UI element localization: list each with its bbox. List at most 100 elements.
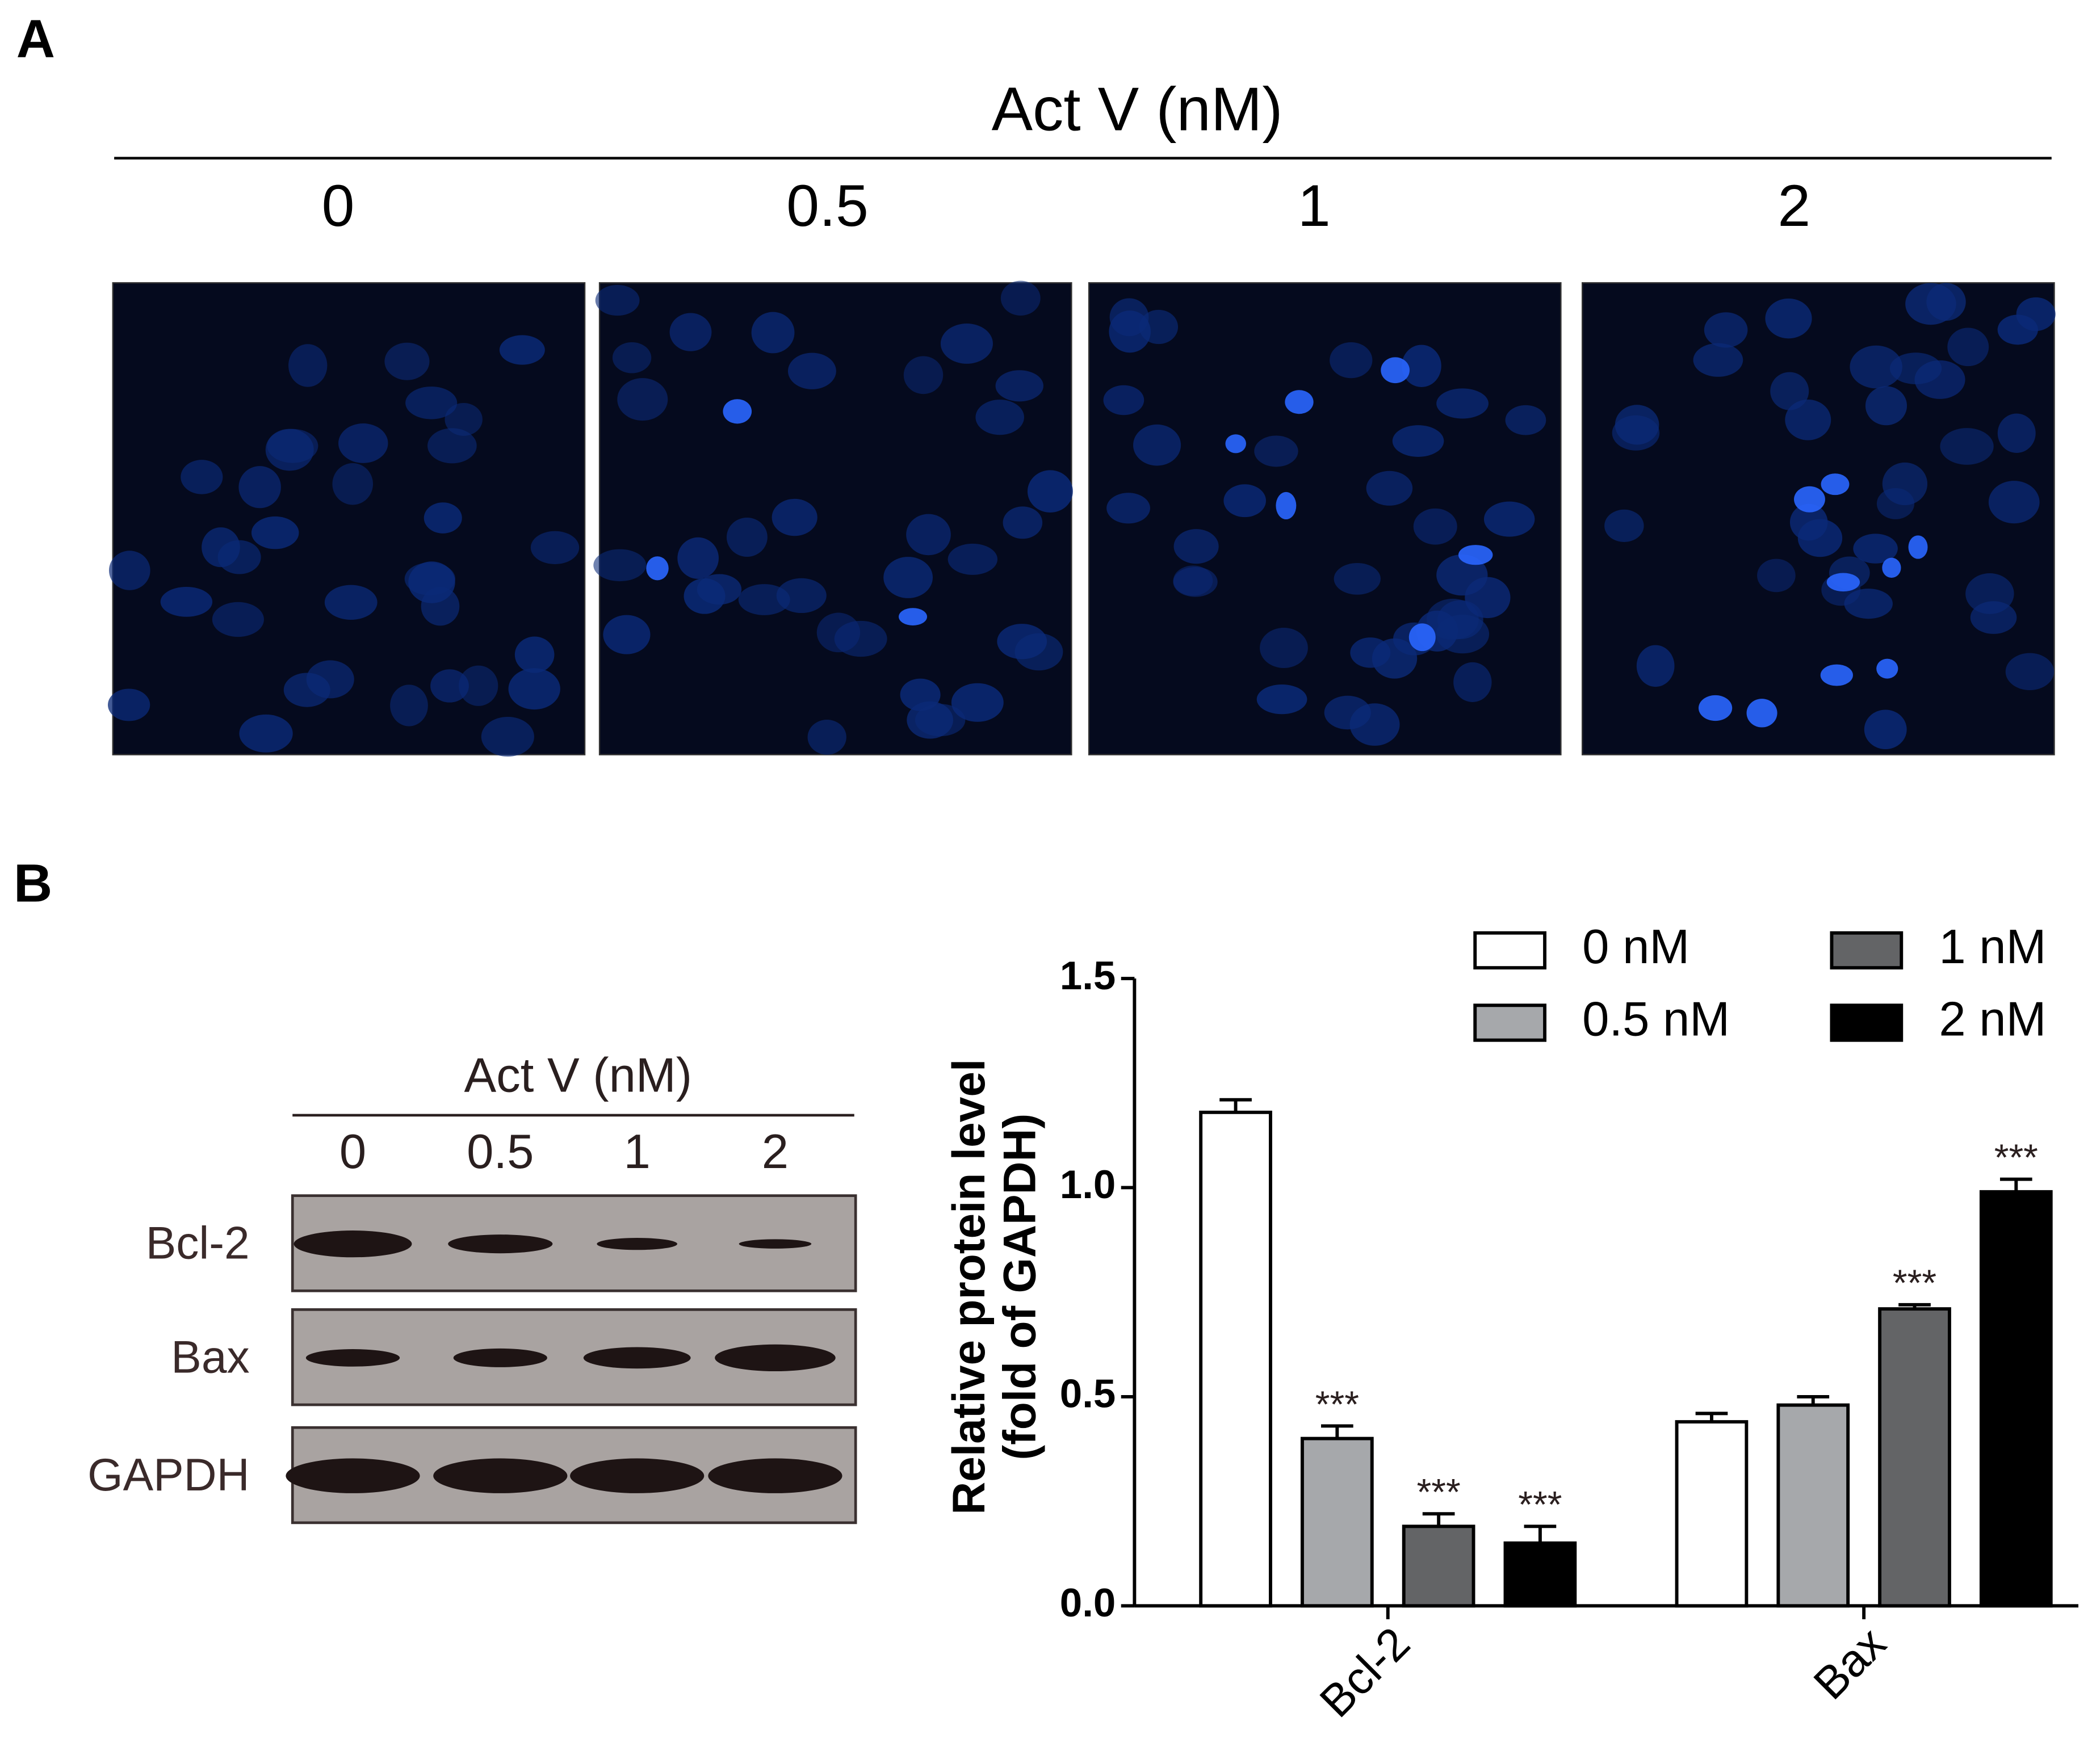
panel-label: A	[16, 9, 55, 69]
image-frame	[598, 282, 1072, 755]
nucleus	[160, 586, 213, 617]
bright-nucleus	[899, 608, 928, 625]
nucleus	[1615, 405, 1659, 445]
nucleus	[1103, 385, 1144, 415]
bright-nucleus	[646, 556, 669, 581]
nucleus	[1436, 615, 1490, 654]
nucleus	[108, 551, 150, 590]
legend-label: 1 nM	[1939, 920, 2046, 974]
nucleus	[1413, 508, 1457, 545]
legend-swatch	[1473, 931, 1547, 970]
nucleus	[1260, 628, 1308, 669]
legend-swatch	[1830, 1003, 1904, 1042]
nucleus	[238, 466, 281, 509]
nucleus	[1014, 633, 1063, 671]
significance: ***	[1994, 1137, 2038, 1179]
nucleus	[2005, 653, 2055, 691]
nucleus	[995, 370, 1043, 402]
legend-label: 0 nM	[1582, 920, 1689, 974]
nucleus	[212, 602, 264, 637]
nucleus	[1173, 529, 1219, 564]
band	[570, 1458, 705, 1493]
y-tick-label: 1.0	[1060, 1162, 1116, 1207]
nucleus	[1988, 481, 2040, 524]
bright-nucleus	[723, 399, 752, 424]
blot-column-label: 0.5	[467, 1125, 534, 1179]
nucleus	[1003, 506, 1043, 539]
band	[453, 1348, 547, 1367]
bar	[1878, 1307, 1951, 1608]
nucleus	[603, 615, 651, 654]
bright-nucleus	[1225, 434, 1246, 453]
column-label: 2	[1777, 173, 1810, 239]
nucleus	[1505, 405, 1546, 435]
nucleus	[1765, 298, 1812, 339]
nucleus	[445, 403, 483, 436]
nucleus	[288, 344, 328, 387]
nucleus	[1133, 424, 1181, 466]
significance: ***	[1417, 1472, 1461, 1514]
y-axis-label: (fold of GAPDH)	[995, 1114, 1046, 1460]
nucleus	[508, 668, 560, 710]
significance: ***	[1518, 1484, 1562, 1526]
nucleus	[390, 684, 428, 726]
nucleus	[1436, 388, 1489, 419]
nucleus	[1693, 343, 1743, 377]
bar	[1776, 1403, 1850, 1608]
column-label: 0	[322, 173, 355, 239]
nucleus	[332, 463, 374, 505]
bar-chart: 0.0 0.5 1.0 1.5 Relative protein level (fold …	[944, 920, 2079, 1727]
bright-nucleus	[1408, 623, 1436, 652]
legend-swatch	[1830, 931, 1904, 970]
nucleus	[405, 387, 458, 419]
nucleus	[593, 549, 647, 582]
bright-nucleus	[1826, 573, 1860, 592]
significance: ***	[1893, 1262, 1936, 1304]
nucleus	[975, 400, 1024, 435]
legend-swatch	[1473, 1003, 1547, 1042]
nucleus	[1789, 503, 1828, 541]
band	[739, 1239, 812, 1249]
nucleus	[324, 585, 378, 620]
bright-nucleus	[1794, 486, 1825, 513]
bar	[1675, 1420, 1749, 1608]
nucleus	[1757, 558, 1796, 593]
bar	[1300, 1437, 1374, 1608]
y-tick-label: 1.5	[1060, 954, 1116, 998]
blot-column-label: 1	[624, 1125, 651, 1179]
nucleus	[1402, 345, 1441, 387]
nucleus	[1392, 425, 1444, 457]
nucleus	[514, 636, 555, 673]
nucleus	[776, 578, 827, 614]
nucleus	[1850, 345, 1902, 389]
bright-nucleus	[1285, 390, 1314, 414]
nucleus	[1770, 372, 1809, 410]
nucleus	[883, 557, 933, 598]
blot-column-label: 2	[762, 1125, 789, 1179]
nucleus	[1256, 684, 1307, 715]
bright-nucleus	[1276, 492, 1297, 520]
nucleus	[617, 378, 668, 421]
nucleus	[427, 428, 477, 464]
nucleus	[1636, 645, 1675, 687]
nucleus	[408, 561, 455, 603]
x-tick-label: Bcl-2	[1310, 1618, 1420, 1727]
nucleus	[384, 342, 430, 380]
nucleus	[807, 719, 846, 755]
legend-label: 0.5 nM	[1582, 992, 1730, 1046]
nucleus	[751, 312, 795, 354]
bright-nucleus	[1458, 545, 1493, 565]
y-axis-label: Relative protein level	[944, 1059, 995, 1515]
nucleus	[107, 688, 150, 721]
nucleus	[283, 673, 330, 707]
y-tick-label: 0.5	[1060, 1372, 1116, 1417]
nucleus	[1106, 493, 1150, 524]
bright-nucleus	[1821, 473, 1850, 495]
nucleus	[430, 669, 469, 703]
x-tick-label: Bax	[1804, 1618, 1896, 1709]
nucleus	[951, 683, 1004, 722]
nucleus	[1483, 501, 1535, 537]
bright-nucleus	[1820, 664, 1853, 686]
nucleus	[595, 285, 640, 316]
bright-nucleus	[1698, 695, 1733, 721]
